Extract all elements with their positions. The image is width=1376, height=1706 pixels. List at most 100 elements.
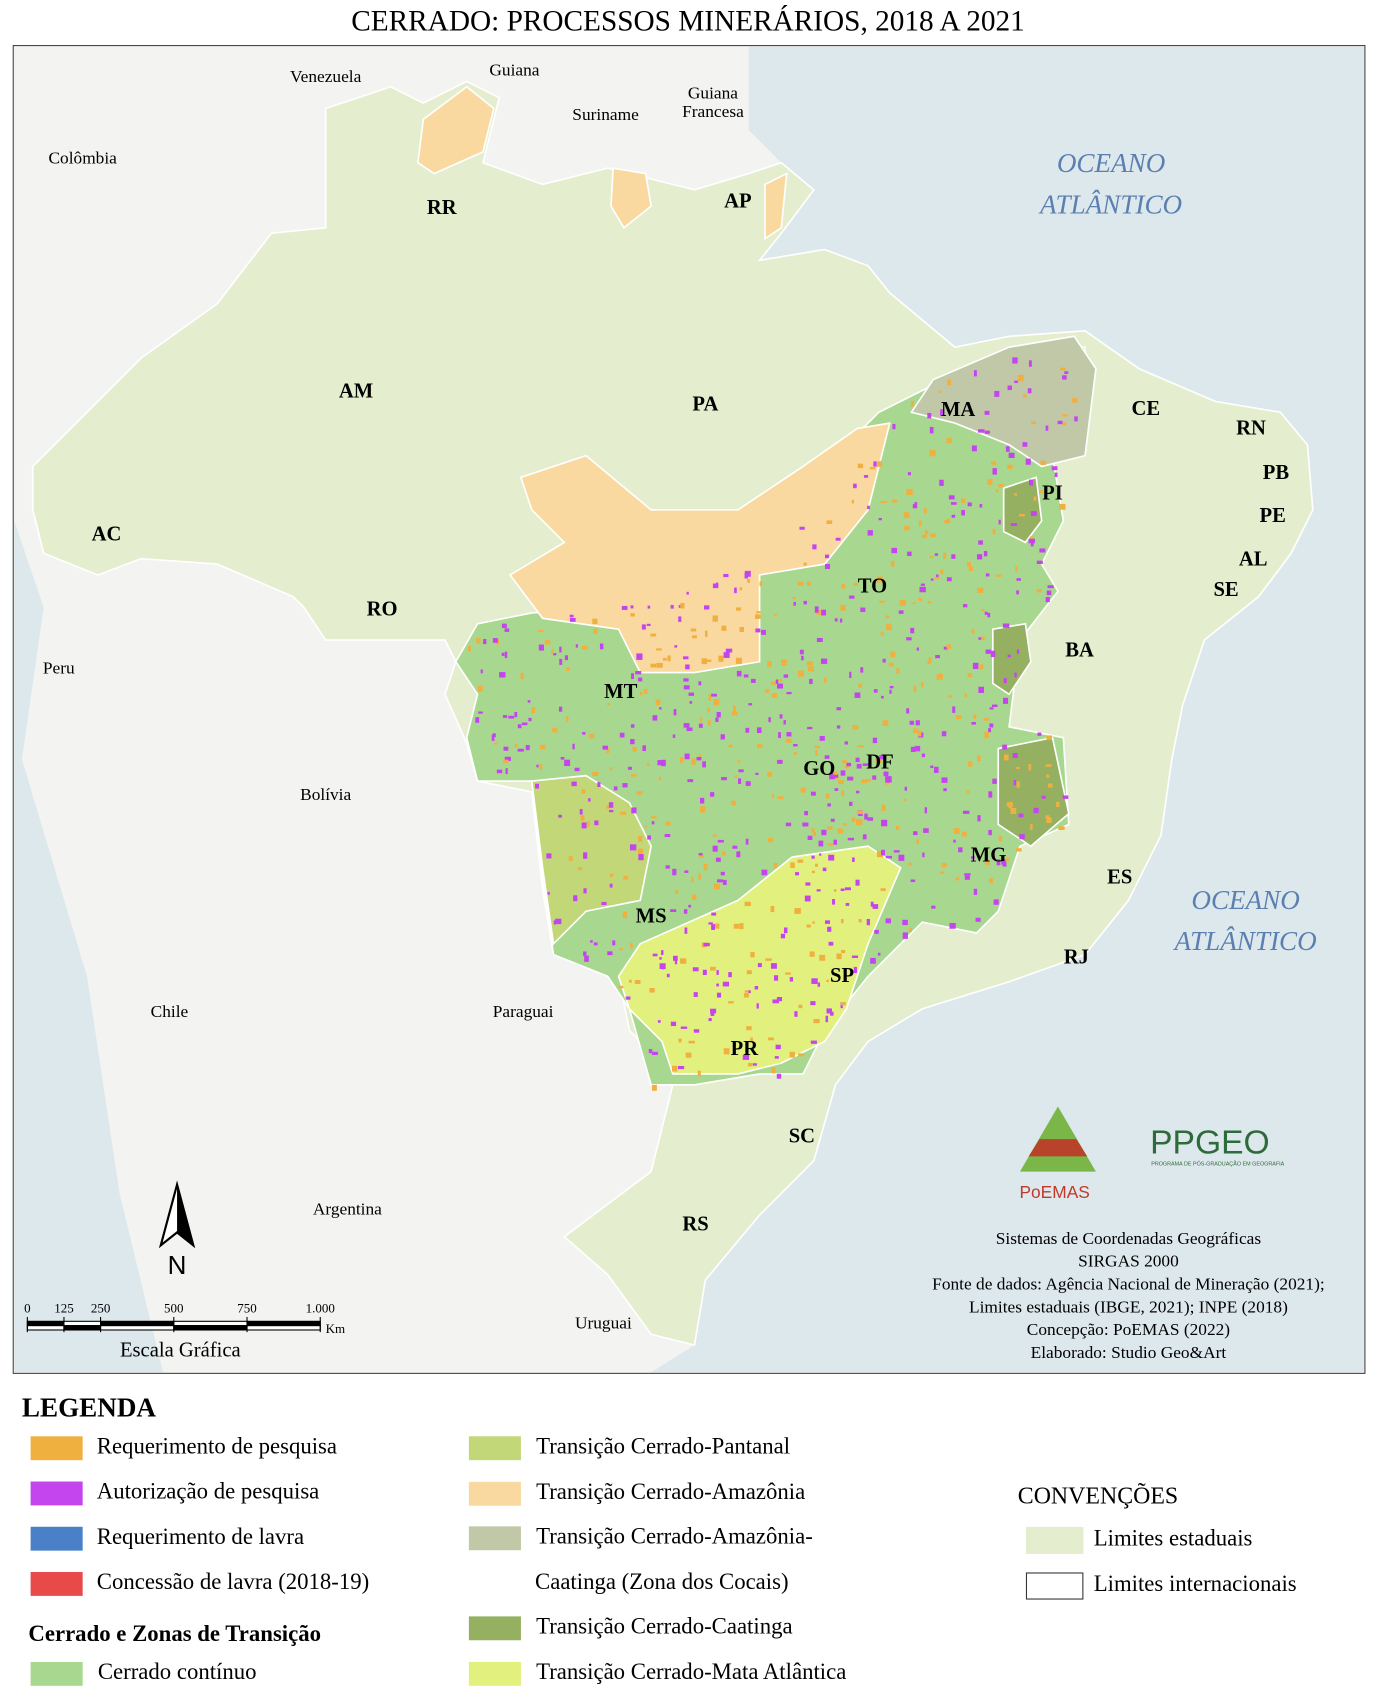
mining-spot bbox=[656, 648, 662, 651]
mining-spot bbox=[792, 597, 797, 600]
mining-spot bbox=[574, 767, 580, 772]
mining-spot bbox=[927, 601, 932, 604]
mining-spot bbox=[866, 918, 870, 926]
mining-spot bbox=[810, 791, 816, 796]
mining-spot bbox=[876, 576, 884, 583]
mining-spot bbox=[929, 426, 934, 434]
mining-spot bbox=[705, 659, 712, 662]
mining-spot bbox=[934, 553, 938, 556]
mining-spot bbox=[750, 678, 756, 683]
mining-spot bbox=[776, 996, 783, 1002]
mining-spot bbox=[869, 467, 876, 470]
zones-title: Cerrado e Zonas de Transição bbox=[28, 1621, 321, 1646]
mining-spot bbox=[971, 445, 977, 452]
mining-spot bbox=[895, 825, 900, 830]
mining-spot bbox=[673, 709, 677, 716]
mining-spot bbox=[944, 519, 951, 524]
mining-spot bbox=[967, 562, 972, 567]
mining-spot bbox=[525, 745, 530, 751]
mining-spot bbox=[756, 727, 762, 734]
mining-spot bbox=[826, 1008, 832, 1014]
mining-spot bbox=[745, 727, 750, 733]
mining-spot bbox=[716, 711, 721, 718]
mining-spot bbox=[1007, 464, 1013, 469]
state-label: SC bbox=[789, 1126, 815, 1148]
mining-spot bbox=[577, 867, 583, 871]
mining-spot bbox=[851, 955, 859, 958]
mining-spot bbox=[862, 763, 870, 766]
mining-spot bbox=[1054, 472, 1058, 478]
mining-spot bbox=[939, 673, 942, 679]
mining-spot bbox=[699, 806, 706, 813]
transition-cocais bbox=[910, 335, 1097, 468]
mining-spot bbox=[880, 500, 887, 504]
mining-spot bbox=[1062, 795, 1069, 799]
mining-spot bbox=[863, 475, 869, 478]
mining-spot bbox=[903, 512, 910, 519]
mining-spot bbox=[528, 717, 532, 722]
mining-spot bbox=[1019, 834, 1025, 840]
mining-spot bbox=[581, 789, 586, 794]
mining-spot bbox=[661, 950, 664, 955]
mining-spot bbox=[827, 843, 834, 846]
mining-spot bbox=[853, 582, 859, 586]
mining-spot bbox=[927, 660, 931, 665]
mining-spot bbox=[912, 504, 918, 509]
mining-spot bbox=[718, 655, 724, 662]
mining-spot bbox=[572, 743, 575, 750]
mining-spot bbox=[1007, 654, 1011, 658]
scale-segment bbox=[173, 1325, 248, 1331]
mining-spot bbox=[1028, 764, 1032, 771]
mining-spot bbox=[527, 700, 531, 703]
mining-spot bbox=[851, 817, 856, 823]
mining-spot bbox=[619, 732, 625, 738]
mining-spot bbox=[683, 909, 688, 914]
mining-spot bbox=[916, 839, 919, 844]
mining-spot bbox=[1007, 385, 1012, 391]
mining-spot bbox=[688, 1040, 695, 1044]
state-label: BA bbox=[1065, 640, 1094, 662]
mining-spot bbox=[636, 791, 643, 795]
mining-spot bbox=[693, 1029, 700, 1033]
mining-spot bbox=[985, 649, 991, 654]
mining-spot bbox=[819, 735, 825, 741]
mining-spot bbox=[646, 763, 650, 766]
mining-spot bbox=[853, 966, 857, 974]
mining-spot bbox=[575, 644, 578, 648]
mining-spot bbox=[553, 920, 557, 925]
mining-spot bbox=[652, 953, 658, 957]
mining-spot bbox=[825, 1015, 829, 1023]
mining-spot bbox=[846, 762, 852, 767]
mining-spot bbox=[809, 678, 813, 685]
country-label: Peru bbox=[43, 658, 75, 677]
mining-spot bbox=[943, 552, 947, 559]
mining-spot bbox=[881, 849, 885, 856]
mining-spot bbox=[723, 573, 729, 578]
state-label: RS bbox=[682, 1214, 708, 1236]
mining-spot bbox=[544, 639, 551, 645]
mining-spot bbox=[717, 839, 724, 843]
mining-spot bbox=[855, 879, 860, 886]
mining-spot bbox=[1045, 815, 1050, 819]
mining-spot bbox=[839, 618, 843, 623]
mining-spot bbox=[946, 644, 952, 649]
mining-spot bbox=[891, 499, 898, 503]
conventions-title: CONVENÇÕES bbox=[1018, 1483, 1178, 1510]
mining-spot bbox=[873, 461, 877, 467]
mining-spot bbox=[691, 758, 696, 765]
mining-spot bbox=[972, 662, 979, 670]
mining-spot bbox=[1005, 858, 1010, 861]
mining-spot bbox=[941, 731, 947, 737]
state-label: AL bbox=[1239, 549, 1268, 571]
mining-spot bbox=[798, 1004, 803, 1009]
mining-spot bbox=[923, 828, 929, 833]
mining-spot bbox=[770, 905, 775, 913]
mining-spot bbox=[659, 963, 666, 970]
mining-spot bbox=[807, 726, 813, 730]
mining-spot bbox=[505, 768, 508, 775]
legend-label: Limites internacionais bbox=[1094, 1571, 1297, 1596]
mining-spot bbox=[778, 679, 783, 682]
mining-spot bbox=[936, 574, 939, 578]
scale-tick-label: 250 bbox=[91, 1300, 111, 1315]
mining-spot bbox=[683, 723, 690, 728]
